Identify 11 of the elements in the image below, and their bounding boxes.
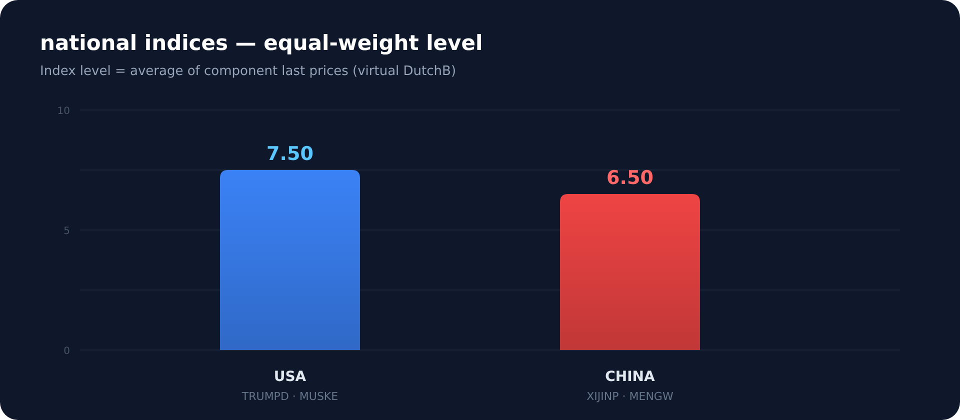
y-tick-label: 10 xyxy=(57,106,70,117)
x-tick-label: USA xyxy=(274,369,306,385)
x-tick-label: CHINA xyxy=(605,369,656,385)
chart-title: national indices — equal-weight level xyxy=(40,31,483,55)
data-label: 7.50 xyxy=(266,143,314,165)
chart-subtitle: Index level = average of component last prices (virtual DutchB) xyxy=(40,64,456,79)
data-label: 6.50 xyxy=(606,167,654,189)
text: XIJINP · MENGW xyxy=(586,390,674,403)
text: TRUMPD · MUSKE xyxy=(240,390,338,403)
y-tick-label: 5 xyxy=(64,226,70,237)
y-tick-label: 0 xyxy=(64,346,70,357)
